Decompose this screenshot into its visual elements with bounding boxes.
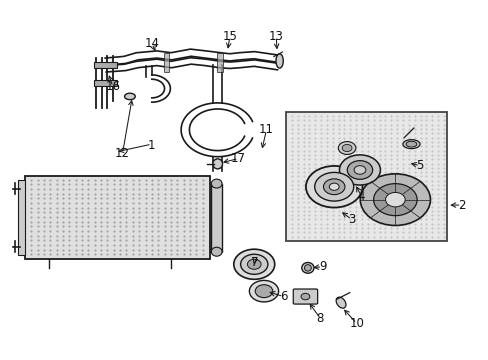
Text: 6: 6 bbox=[279, 290, 286, 303]
Circle shape bbox=[323, 179, 344, 195]
Ellipse shape bbox=[212, 159, 222, 169]
Bar bbox=[94, 62, 117, 68]
Ellipse shape bbox=[301, 262, 313, 273]
Text: 15: 15 bbox=[222, 30, 237, 43]
Text: 1: 1 bbox=[148, 139, 155, 152]
Text: 12: 12 bbox=[115, 147, 130, 159]
Ellipse shape bbox=[211, 179, 222, 188]
Text: 7: 7 bbox=[250, 256, 258, 269]
Circle shape bbox=[240, 254, 267, 274]
Bar bbox=[18, 180, 25, 255]
Text: 5: 5 bbox=[415, 159, 423, 172]
Text: 17: 17 bbox=[231, 152, 245, 165]
Ellipse shape bbox=[405, 141, 416, 147]
Text: 4: 4 bbox=[357, 190, 365, 203]
Text: 11: 11 bbox=[259, 123, 273, 136]
Text: 9: 9 bbox=[318, 260, 325, 273]
Ellipse shape bbox=[211, 247, 222, 256]
Circle shape bbox=[346, 161, 372, 179]
Circle shape bbox=[329, 183, 338, 190]
Circle shape bbox=[385, 193, 405, 207]
Circle shape bbox=[353, 166, 365, 174]
Circle shape bbox=[247, 259, 261, 269]
Bar bbox=[211, 184, 222, 252]
Text: 16: 16 bbox=[105, 80, 120, 93]
Text: 10: 10 bbox=[348, 317, 364, 330]
Circle shape bbox=[360, 174, 429, 225]
Ellipse shape bbox=[301, 293, 309, 300]
Text: 3: 3 bbox=[347, 213, 355, 226]
Bar bbox=[163, 53, 169, 72]
FancyBboxPatch shape bbox=[293, 289, 317, 304]
Text: 8: 8 bbox=[316, 311, 323, 325]
Circle shape bbox=[233, 249, 274, 279]
Circle shape bbox=[305, 166, 362, 208]
Text: 2: 2 bbox=[457, 199, 464, 212]
Ellipse shape bbox=[275, 54, 283, 68]
Circle shape bbox=[339, 155, 380, 185]
Circle shape bbox=[249, 280, 278, 302]
Ellipse shape bbox=[402, 140, 419, 149]
Circle shape bbox=[373, 184, 416, 216]
Text: 13: 13 bbox=[268, 30, 283, 43]
Ellipse shape bbox=[304, 265, 311, 271]
Text: 14: 14 bbox=[144, 37, 159, 50]
Circle shape bbox=[338, 141, 355, 154]
Circle shape bbox=[314, 172, 353, 201]
Circle shape bbox=[342, 144, 351, 152]
Bar bbox=[25, 176, 210, 259]
Circle shape bbox=[255, 285, 272, 298]
Ellipse shape bbox=[124, 93, 135, 100]
Bar bbox=[217, 53, 223, 72]
Bar bbox=[94, 80, 117, 86]
Bar bbox=[285, 112, 446, 241]
Ellipse shape bbox=[335, 297, 345, 308]
